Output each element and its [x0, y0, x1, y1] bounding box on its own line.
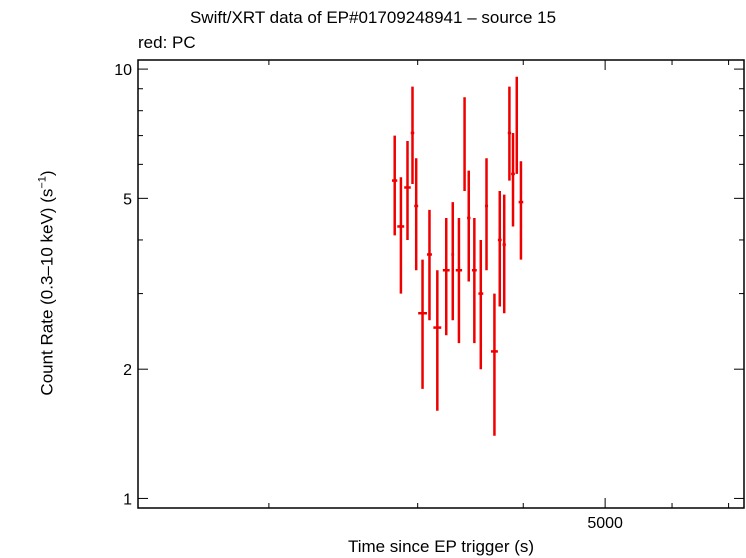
data-point: [451, 202, 455, 321]
data-point: [511, 132, 515, 227]
chart-subtitle: red: PC: [138, 33, 196, 52]
plot-frame: [137, 59, 745, 509]
y-tick-label: 10: [114, 62, 132, 79]
data-point: [502, 194, 506, 314]
data-point: [442, 217, 450, 336]
y-axis-label-end: ): [37, 170, 57, 177]
data-point: [391, 135, 398, 236]
y-tick-label: 2: [123, 362, 132, 379]
data-point: [418, 259, 427, 389]
data-point: [426, 209, 432, 321]
data-point: [467, 170, 471, 282]
y-axis-label: Count Rate (0.3–10 keV) (s−1): [37, 170, 58, 395]
y-tick-label: 5: [123, 191, 132, 208]
x-axis-label: Time since EP trigger (s): [347, 537, 535, 556]
data-point: [471, 217, 477, 344]
x-tick-label: 5000: [587, 515, 623, 532]
data-point: [497, 191, 502, 307]
data-point: [463, 97, 466, 192]
data-point: [410, 86, 415, 184]
data-point: [397, 177, 405, 294]
data-point: [507, 86, 512, 181]
chart-title: Swift/XRT data of EP#01709248941 – sourc…: [189, 8, 557, 27]
data-point: [515, 76, 519, 174]
data-point: [484, 158, 489, 271]
data-point: [433, 270, 442, 411]
data-point: [490, 293, 498, 436]
data-point: [455, 217, 463, 344]
y-axis-label-sup: −1: [36, 176, 49, 189]
data-point: [518, 161, 524, 260]
data-point: [478, 239, 484, 370]
data-point: [404, 141, 411, 240]
data-point: [414, 158, 419, 271]
y-tick-label: 1: [123, 491, 132, 508]
y-axis-label-main: Count Rate (0.3–10 keV) (s: [37, 188, 57, 396]
